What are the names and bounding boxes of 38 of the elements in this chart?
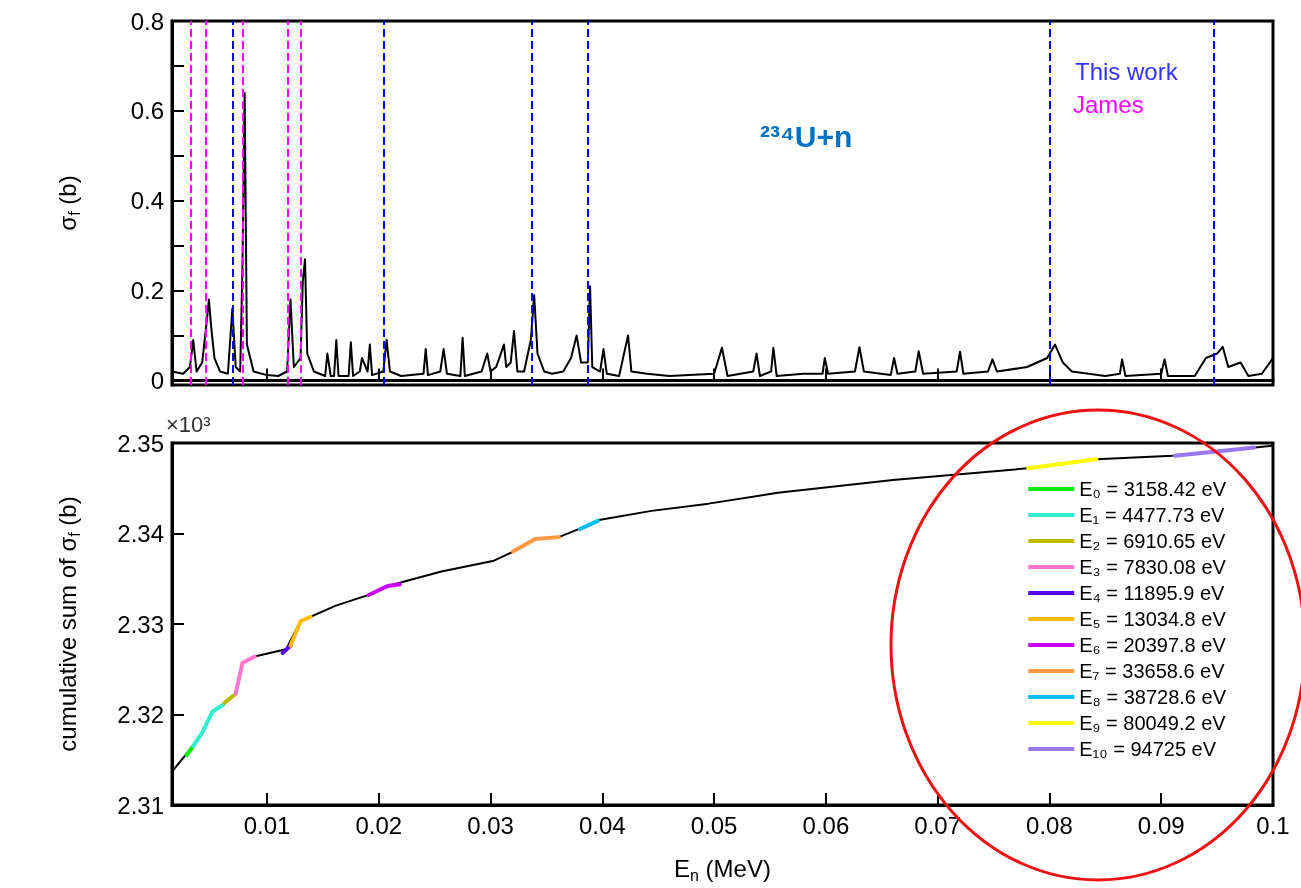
y-tick-label: 0.2 — [130, 277, 164, 305]
annotation: James — [1073, 90, 1144, 118]
text: ×10³ — [166, 411, 211, 437]
x-tick-label: 0.05 — [690, 811, 738, 839]
y-axis-title: σf (b) — [53, 175, 83, 231]
x-tick-label: 0.02 — [355, 811, 403, 839]
line-series — [191, 702, 226, 749]
legend-label: E₄ = 11895.9 eV — [1079, 582, 1226, 604]
legend-label: E₁ = 4477.73 eV — [1079, 504, 1226, 526]
legend-label: E₇ = 33658.6 eV — [1079, 660, 1226, 682]
y-tick-label: 2.35 — [117, 429, 164, 457]
y-tick-label: 2.31 — [117, 791, 164, 819]
y-axis-title: cumulative sum of σf (b) — [53, 496, 83, 752]
legend-label: E₁₀ = 94725 eV — [1079, 738, 1217, 760]
legend-label: E₂ = 6910.65 eV — [1079, 530, 1227, 552]
legend-label: E₉ = 80049.2 eV — [1079, 712, 1227, 734]
x-tick-label: 0.07 — [914, 811, 962, 839]
x-tick-label: 0.06 — [802, 811, 850, 839]
annotation: ²³⁴U+n — [760, 119, 853, 153]
x-tick-label: 0.1 — [1256, 811, 1290, 839]
x-tick-label: 0.08 — [1026, 811, 1073, 839]
y-tick-label: 2.32 — [117, 701, 164, 728]
legend-label: E₈ = 38728.6 eV — [1079, 686, 1227, 708]
legend-label: E₅ = 13034.8 eV — [1079, 608, 1227, 630]
x-tick-label: 0.04 — [578, 811, 626, 839]
y-tick-label: 0.8 — [130, 7, 164, 35]
legend-label: E₀ = 3158.42 eV — [1079, 478, 1227, 500]
x-tick-label: 0.01 — [243, 811, 291, 839]
legend-label: E₃ = 7830.08 eV — [1079, 556, 1227, 578]
y-tick-label: 0.6 — [130, 97, 164, 125]
annotation: This work — [1075, 57, 1179, 85]
y-tick-label: 0 — [150, 367, 164, 395]
y-tick-label: 2.34 — [117, 520, 164, 547]
x-tick-label: 0.09 — [1137, 811, 1185, 839]
y-tick-label: 0.4 — [130, 187, 164, 215]
legend-label: E₆ = 20397.8 eV — [1079, 634, 1227, 656]
x-tick-label: 0.03 — [467, 811, 514, 839]
y-tick-label: 2.33 — [117, 610, 164, 638]
